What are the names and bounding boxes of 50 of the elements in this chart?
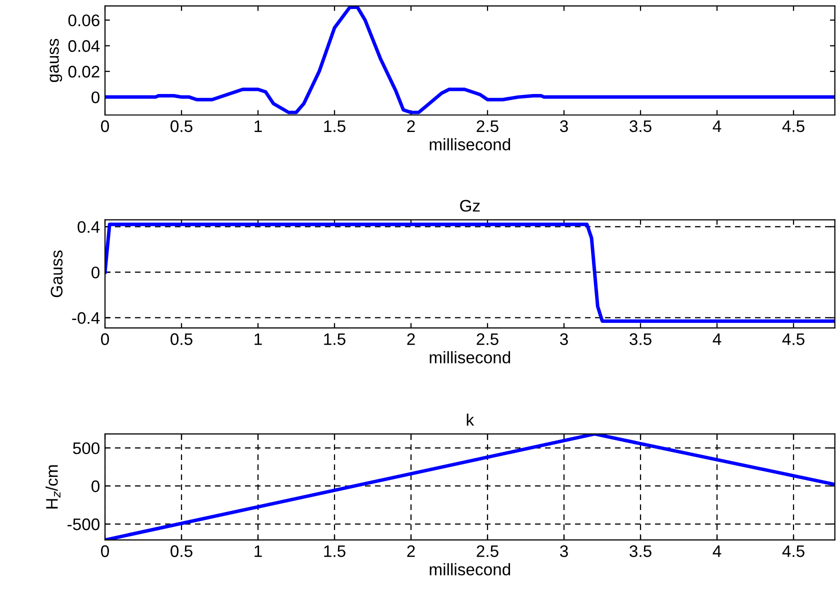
x-tick-label: 0.5 xyxy=(170,120,192,132)
x-tick-label: 4 xyxy=(712,333,722,345)
x-tick-label: 3.5 xyxy=(630,120,652,132)
y-tick-label: 0 xyxy=(92,91,100,104)
x-tick-label: 2 xyxy=(407,120,415,132)
x-axis-title: millisecond xyxy=(430,351,510,364)
x-tick-label: 3 xyxy=(560,333,568,346)
y-tick-label: 0 xyxy=(92,266,100,278)
x-tick-label: 3 xyxy=(560,120,568,132)
x-tick-label: 1.5 xyxy=(324,120,346,132)
x-tick-label: 4.5 xyxy=(782,120,804,132)
x-tick-label: 0.5 xyxy=(170,333,192,346)
y-tick-label: 500 xyxy=(73,442,100,454)
x-tick-label: 0 xyxy=(101,545,109,558)
y-tick-label: 0 xyxy=(92,480,100,492)
x-tick-label: 4 xyxy=(712,545,722,557)
x-tick-label: 1 xyxy=(254,545,262,557)
y-tick-label: -0.4 xyxy=(72,312,100,324)
y-tick-label: 0.06 xyxy=(68,14,100,26)
x-tick-label: 3 xyxy=(560,545,568,558)
x-tick-label: 2.5 xyxy=(476,333,498,346)
y-tick-label: 0.4 xyxy=(78,221,100,233)
x-tick-label: 2 xyxy=(407,333,415,345)
x-axis-title: millisecond xyxy=(430,138,510,150)
x-axis-title: millisecond xyxy=(430,563,510,576)
x-tick-label: 2 xyxy=(407,545,415,557)
y-tick-label: 0.04 xyxy=(68,40,100,52)
x-tick-label: 0 xyxy=(101,333,109,346)
y-axis-title: Gauss xyxy=(50,250,63,298)
x-tick-label: 1 xyxy=(254,120,262,132)
x-tick-label: 4 xyxy=(712,120,722,132)
y-tick-label: -500 xyxy=(68,518,100,530)
x-tick-label: 3.5 xyxy=(630,333,652,346)
line-series xyxy=(105,6,835,114)
x-tick-label: 2.5 xyxy=(476,545,498,558)
x-tick-label: 3.5 xyxy=(630,545,652,558)
x-tick-label: 0.5 xyxy=(170,545,192,558)
x-tick-label: 1.5 xyxy=(324,545,346,558)
line-series xyxy=(105,222,835,323)
x-tick-label: 1.5 xyxy=(324,333,346,346)
x-tick-label: 1 xyxy=(254,333,262,345)
y-axis-title: gauss xyxy=(50,38,62,82)
y-axis-title: H$_{z}$/cm xyxy=(46,465,60,508)
x-tick-label: 0 xyxy=(101,120,109,132)
x-tick-label: 4.5 xyxy=(782,333,804,346)
chart-title: Gz xyxy=(460,200,480,212)
y-tick-label: 0.02 xyxy=(68,66,100,78)
x-tick-label: 2.5 xyxy=(476,120,498,132)
chart-title: k xyxy=(466,414,474,426)
x-tick-label: 4.5 xyxy=(782,545,804,558)
